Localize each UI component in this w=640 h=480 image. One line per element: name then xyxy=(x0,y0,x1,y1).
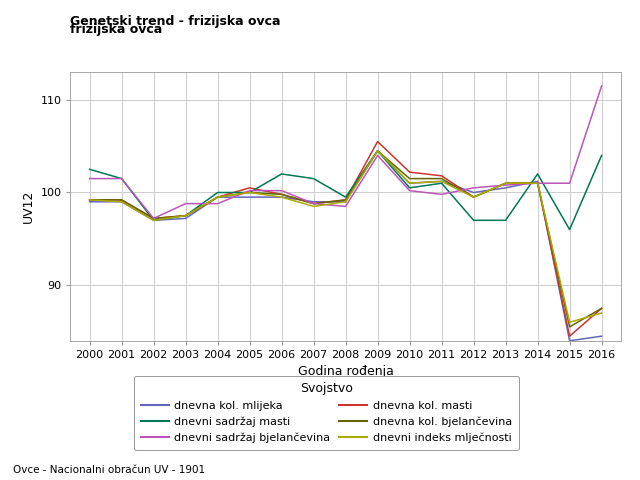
Legend: dnevna kol. mlijeka, dnevni sadržaj masti, dnevni sadržaj bjelančevina, dnevna k: dnevna kol. mlijeka, dnevni sadržaj mast… xyxy=(134,376,518,450)
X-axis label: Godina rođenja: Godina rođenja xyxy=(298,365,394,378)
Y-axis label: UV12: UV12 xyxy=(22,190,35,223)
Text: frizijska ovca: frizijska ovca xyxy=(70,23,163,36)
Text: Ovce - Nacionalni obračun UV - 1901: Ovce - Nacionalni obračun UV - 1901 xyxy=(13,465,205,475)
Text: Genetski trend - frizijska ovca: Genetski trend - frizijska ovca xyxy=(70,15,281,28)
